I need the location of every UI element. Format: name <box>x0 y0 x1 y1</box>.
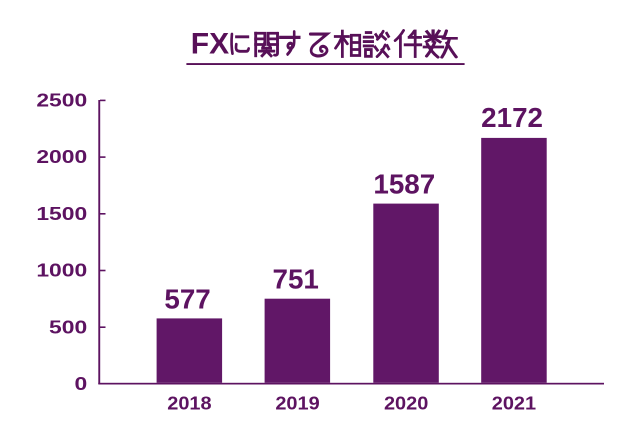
svg-text:2172: 2172 <box>481 102 543 133</box>
svg-text:577: 577 <box>164 283 210 314</box>
svg-text:1500: 1500 <box>36 204 87 224</box>
svg-text:2021: 2021 <box>492 394 537 414</box>
svg-text:2500: 2500 <box>36 91 87 111</box>
svg-text:2018: 2018 <box>167 394 212 414</box>
svg-text:1587: 1587 <box>373 168 435 199</box>
svg-text:0: 0 <box>74 374 87 394</box>
svg-text:500: 500 <box>49 317 87 337</box>
svg-text:2020: 2020 <box>384 394 428 414</box>
svg-text:2019: 2019 <box>275 394 319 414</box>
svg-text:751: 751 <box>273 264 319 295</box>
svg-text:2000: 2000 <box>36 147 87 167</box>
svg-text:FX: FX <box>191 28 229 61</box>
svg-text:1000: 1000 <box>36 261 87 281</box>
